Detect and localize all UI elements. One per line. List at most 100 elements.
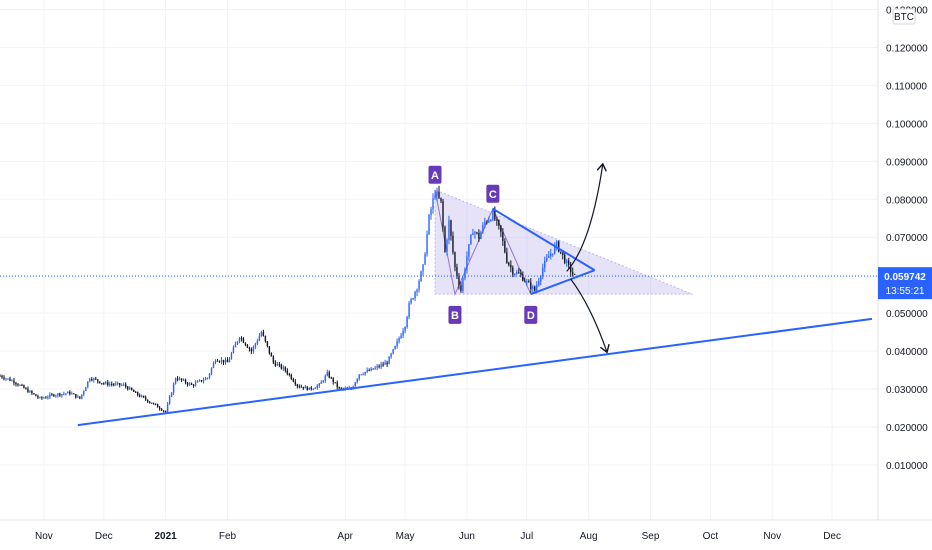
candle-body [364, 371, 366, 375]
candle-body [43, 397, 45, 399]
candle [384, 359, 386, 365]
candle [512, 265, 514, 278]
candle [192, 383, 195, 388]
candle-body [296, 384, 299, 387]
candle-body [204, 378, 207, 381]
bullish-projection-arrow[interactable] [566, 165, 603, 272]
candle-body [394, 345, 396, 350]
candle-body [294, 381, 297, 385]
candle-body [524, 280, 526, 282]
candle [246, 344, 249, 349]
candle [548, 251, 550, 258]
candle-body [366, 370, 368, 372]
candle-body [117, 383, 119, 385]
candle [320, 380, 322, 384]
candle-body [11, 380, 13, 382]
pattern-point-b[interactable]: B [448, 305, 462, 324]
candle [532, 284, 534, 293]
candle [184, 378, 187, 385]
pattern-triangle-shading [434, 189, 693, 295]
bearish-projection-arrow[interactable] [570, 278, 607, 351]
candle-body [278, 364, 281, 366]
price-tick-label: 0.070000 [886, 233, 928, 244]
candle-body [312, 388, 314, 390]
time-tick-label: Dec [95, 531, 113, 542]
candle [226, 357, 229, 363]
candle-body [414, 291, 416, 299]
candle-body [13, 380, 15, 383]
candle [394, 345, 396, 350]
candle [278, 361, 281, 368]
support-trend-line[interactable] [77, 317, 873, 427]
pattern-point-c[interactable]: C [486, 184, 500, 203]
last-price-badge-bg [878, 267, 932, 300]
candle [544, 256, 546, 273]
candle [127, 385, 129, 391]
candle-body [232, 347, 235, 354]
candle-body [308, 387, 310, 390]
candle-body [198, 380, 201, 382]
time-tick-label: Jul [520, 531, 533, 542]
pattern-point-d[interactable]: D [524, 305, 538, 324]
candle-body [290, 374, 293, 380]
candle-body [540, 276, 542, 282]
last-price-badge[interactable]: 0.059742 13:55:21 [878, 267, 932, 300]
pattern-point-label: A [431, 170, 439, 182]
candle-body [218, 361, 221, 363]
pattern-point-a[interactable]: A [428, 165, 442, 184]
currency-badge-label: BTC [894, 12, 914, 23]
candle-body [468, 244, 470, 257]
candle [452, 231, 454, 255]
triangle-upper-line[interactable] [492, 207, 596, 272]
candle [360, 374, 362, 376]
candle-body [488, 220, 490, 223]
time-tick-label: Nov [35, 531, 53, 542]
candle-body [522, 274, 524, 281]
candle-body [93, 378, 95, 381]
candle-body [482, 225, 484, 233]
candle-body [544, 260, 546, 268]
candle-body [450, 220, 452, 236]
candle [288, 372, 291, 377]
candle [71, 391, 73, 395]
candle [222, 359, 225, 366]
candle-body [526, 281, 528, 283]
candle-body [560, 251, 562, 253]
triangle-lower-line[interactable] [530, 269, 595, 296]
candle-body [434, 195, 436, 199]
candle-body [573, 273, 576, 275]
candle-body [492, 210, 494, 221]
candle [218, 360, 221, 363]
candle [570, 262, 572, 277]
candle-body [490, 220, 492, 222]
candle [180, 378, 183, 383]
candle [196, 380, 199, 383]
candle-body [448, 220, 450, 240]
candle-body [571, 272, 574, 274]
candle [49, 392, 51, 399]
candle [132, 389, 135, 392]
candle [208, 372, 211, 380]
candle [530, 278, 532, 293]
grid [0, 0, 878, 520]
candle [326, 369, 328, 377]
candle [61, 393, 63, 398]
candle [79, 396, 81, 400]
annotations[interactable]: A B C D [0, 165, 878, 427]
candle-body [454, 252, 456, 268]
candle-body [1, 375, 3, 378]
candle-body [158, 407, 161, 410]
candle [129, 386, 131, 390]
candle [27, 386, 29, 393]
candle [510, 260, 512, 273]
candle [214, 359, 217, 365]
candle-body [240, 337, 243, 339]
candle-body [252, 346, 255, 352]
candle-body [510, 264, 512, 268]
candle-body [264, 335, 267, 342]
candle [95, 376, 97, 381]
candle-body [35, 394, 37, 397]
candle [332, 377, 334, 385]
price-tick-label: 0.040000 [886, 347, 928, 358]
